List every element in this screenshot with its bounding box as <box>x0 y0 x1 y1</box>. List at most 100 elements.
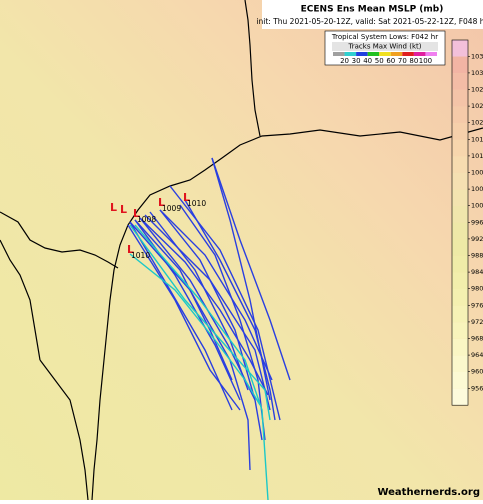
wind-swatch <box>402 52 414 56</box>
track <box>127 224 241 411</box>
colorbar-label: 1004 <box>471 185 483 193</box>
state-border <box>0 239 41 361</box>
legend-subbox <box>332 42 438 51</box>
wind-swatch <box>379 52 391 56</box>
colorbar-cell <box>452 305 468 323</box>
wind-label: 70 <box>398 57 407 65</box>
track <box>169 185 281 421</box>
colorbar-cell <box>452 206 468 223</box>
colorbar-label: 1020 <box>471 119 483 127</box>
colorbar-cell <box>452 322 468 339</box>
wind-label: 50 <box>375 57 384 65</box>
wind-label: 30 <box>352 57 361 65</box>
colorbar-cell <box>452 106 468 123</box>
low-symbol: L <box>133 207 140 220</box>
colorbar-cell <box>452 272 468 289</box>
colorbar-label: 980 <box>471 285 483 293</box>
colorbar-label: 968 <box>471 335 483 343</box>
colorbar-label: 972 <box>471 318 483 326</box>
low-symbol: L <box>158 196 165 209</box>
legend-tracks-title: Tracks Max Wind (kt) <box>348 43 422 51</box>
colorbar-cell <box>452 123 468 140</box>
wind-swatch <box>413 52 426 56</box>
colorbar-label: 984 <box>471 268 483 276</box>
track <box>129 221 233 411</box>
low-label: 1010 <box>131 251 150 260</box>
track <box>129 224 271 421</box>
wind-label: 40 <box>363 57 372 65</box>
wind-label: 80 <box>409 57 418 65</box>
colorbar-cell <box>452 222 468 240</box>
colorbar-label: 1024 <box>471 102 483 110</box>
low-label: 1010 <box>187 199 206 208</box>
colorbar-cell <box>452 289 468 306</box>
country-border <box>0 211 119 269</box>
track <box>139 217 269 396</box>
wind-scale: 20 30 40 50 60 70 80 100 <box>333 52 437 65</box>
track <box>129 253 261 406</box>
colorbar-cell <box>452 89 468 107</box>
colorbar-label: 1036 <box>471 52 483 60</box>
wind-label: 60 <box>386 57 395 65</box>
track <box>184 199 276 421</box>
track <box>159 209 263 441</box>
track <box>144 214 271 411</box>
state-border <box>244 0 261 137</box>
colorbar-label: 992 <box>471 235 483 243</box>
colorbar-label: 1012 <box>471 152 483 160</box>
colorbar-label: 1032 <box>471 69 483 77</box>
low-symbol: L <box>127 243 134 256</box>
colorbar-cell <box>452 56 468 74</box>
subtitle: init: Thu 2021-05-20-12Z, valid: Sat 202… <box>256 17 483 26</box>
colorbar-label: 960 <box>471 368 483 376</box>
colorbar-label: 996 <box>471 218 483 226</box>
colorbar-cell <box>452 255 468 273</box>
colorbar-cell <box>452 139 468 157</box>
colorbar-cell <box>452 40 468 57</box>
wind-label: 20 <box>340 57 349 65</box>
watermark: Weathernerds.org <box>377 487 480 498</box>
wind-swatch <box>344 52 357 56</box>
colorbar-label: 1028 <box>471 86 483 94</box>
colorbar-cell <box>452 355 468 372</box>
low-symbol: L <box>120 203 127 216</box>
colorbar-cell <box>452 189 468 206</box>
colorbar-cell <box>452 338 468 356</box>
colorbar-cell <box>452 156 468 173</box>
header-box <box>262 0 483 29</box>
colorbar: 1036 1032 1028 1024 1020 1016 1012 1008 1004 1000… <box>451 39 483 406</box>
coastline <box>91 127 483 501</box>
wind-swatch <box>390 52 403 56</box>
colorbar-cell <box>452 239 468 256</box>
wind-swatch <box>425 52 437 56</box>
wind-swatch <box>367 52 380 56</box>
track <box>179 204 266 441</box>
legend-title: Tropical System Lows: F042 hr <box>331 33 438 41</box>
low-label: 1008 <box>137 215 156 224</box>
track <box>211 157 291 381</box>
storm-tracks <box>127 157 291 501</box>
colorbar-label: 1008 <box>471 169 483 177</box>
colorbar-label: 988 <box>471 252 483 260</box>
colorbar-label: 976 <box>471 301 483 309</box>
track <box>159 209 273 381</box>
wind-swatch <box>356 52 368 56</box>
colorbar-cell <box>452 73 468 90</box>
track <box>211 157 271 401</box>
low-symbol: L <box>183 191 190 204</box>
track <box>134 224 269 501</box>
colorbar-cell <box>452 372 468 389</box>
colorbar-label: 1000 <box>471 202 483 210</box>
state-border <box>39 359 89 501</box>
colorbar-cell <box>452 172 468 190</box>
colorbar-label: 1016 <box>471 135 483 143</box>
track <box>149 211 249 391</box>
colorbar-label: 964 <box>471 351 483 359</box>
colorbar-cell <box>452 388 468 406</box>
low-label: 1009 <box>162 204 181 213</box>
title: ECENS Ens Mean MSLP (mb) <box>301 5 444 15</box>
